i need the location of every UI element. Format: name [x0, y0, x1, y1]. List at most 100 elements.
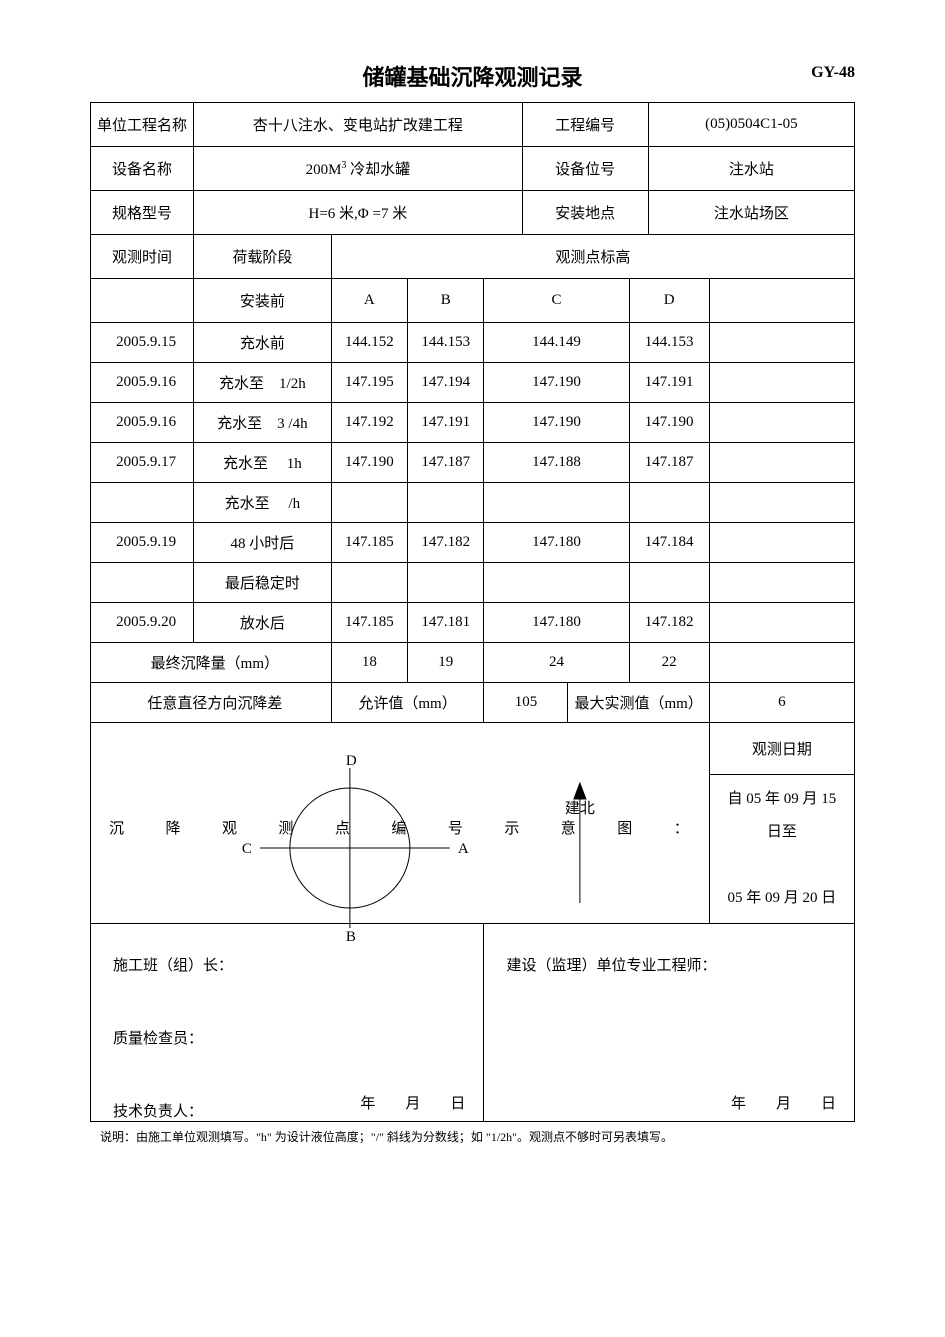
head-C: C	[484, 279, 629, 323]
od-d2: 20	[803, 890, 818, 906]
form-table: 单位工程名称 杏十八注水、变电站扩改建工程 工程编号 (05)0504C1-05…	[90, 102, 855, 1122]
val-B: 147.182	[408, 523, 484, 563]
label-equipment-pos: 设备位号	[522, 147, 648, 191]
blank-cell	[709, 403, 854, 443]
od-ml: 月	[799, 791, 822, 807]
diagram-D: D	[346, 753, 357, 769]
table-row: 2005.9.17	[91, 443, 194, 483]
val-A	[331, 563, 407, 603]
stage-cell: 充水至 /h	[194, 483, 332, 523]
value-equipment-name: 200M3 冷却水罐	[194, 147, 523, 191]
blank-cell	[709, 363, 854, 403]
final-D: 22	[629, 643, 709, 683]
table-row	[91, 483, 194, 523]
val-D: 147.182	[629, 603, 709, 643]
stage-cell: 充水至 1h	[194, 443, 332, 483]
val-C: 147.180	[484, 603, 629, 643]
value-location: 注水站场区	[648, 191, 854, 235]
obsdate-head: 观测日期	[709, 723, 854, 775]
val-C: 147.188	[484, 443, 629, 483]
sign-supervisor: 建设（监理）单位专业工程师：	[506, 954, 846, 975]
head-elev: 观测点标高	[331, 235, 854, 279]
head-stage: 荷载阶段	[194, 235, 332, 279]
val-A: 147.195	[331, 363, 407, 403]
table-row: 2005.9.16	[91, 403, 194, 443]
stage-cell: 充水至 1/2h	[194, 363, 332, 403]
label-location: 安装地点	[522, 191, 648, 235]
diagram-C: C	[242, 841, 252, 857]
sign-left: 施工班（组）长： 质量检查员： 技术负责人： 年 月 日	[91, 924, 484, 1122]
od-pre: 自	[727, 791, 746, 807]
label-unit-project: 单位工程名称	[91, 103, 194, 147]
head-B: B	[408, 279, 484, 323]
doc-title: 储罐基础沉降观测记录	[90, 60, 855, 92]
head-blank2	[709, 279, 854, 323]
od-yl2: 年	[742, 890, 765, 906]
head-time: 观测时间	[91, 235, 194, 279]
equip-post: 冷却水罐	[346, 162, 410, 178]
val-C: 144.149	[484, 323, 629, 363]
head-D: D	[629, 279, 709, 323]
val-B	[408, 483, 484, 523]
val-D: 147.184	[629, 523, 709, 563]
val-D: 147.190	[629, 403, 709, 443]
table-row: 2005.9.20	[91, 603, 194, 643]
stage-cell: 充水前	[194, 323, 332, 363]
blank-cell	[709, 483, 854, 523]
stage-cell: 放水后	[194, 603, 332, 643]
arrow-up-icon	[574, 783, 586, 799]
blank-cell	[709, 643, 854, 683]
sign-date-left: 年 月 日	[360, 1092, 465, 1113]
stage-cell: 充水至 3 /4h	[194, 403, 332, 443]
blank-cell	[709, 443, 854, 483]
val-A: 147.185	[331, 603, 407, 643]
val-A	[331, 483, 407, 523]
val-A: 147.190	[331, 443, 407, 483]
head-blank	[91, 279, 194, 323]
label-spec: 规格型号	[91, 191, 194, 235]
equip-pre: 200M	[306, 162, 342, 178]
od-y2: 05	[727, 890, 742, 906]
blank-cell	[709, 323, 854, 363]
label-equipment-name: 设备名称	[91, 147, 194, 191]
diff-max-label: 最大实测值（mm）	[568, 683, 709, 723]
diff-label: 任意直径方向沉降差	[91, 683, 332, 723]
table-row	[91, 563, 194, 603]
head-pre: 安装前	[194, 279, 332, 323]
obsdate-body: 自 05 年 09 月 15 日至 05 年 09 月 20 日	[709, 775, 854, 924]
value-spec: H=6 米,Φ =7 米	[194, 191, 523, 235]
od-ml2: 月	[780, 890, 803, 906]
sign-qc: 质量检查员：	[113, 1027, 475, 1048]
table-row: 2005.9.19	[91, 523, 194, 563]
val-B: 144.153	[408, 323, 484, 363]
value-unit-project: 杏十八注水、变电站扩改建工程	[194, 103, 523, 147]
od-yl: 年	[761, 791, 784, 807]
val-B: 147.181	[408, 603, 484, 643]
val-C: 147.190	[484, 363, 629, 403]
final-label: 最终沉降量（mm）	[91, 643, 332, 683]
val-C	[484, 483, 629, 523]
diagram-cell: 沉 降 观 测 点 编 号 示 意 图 ： A B C D 建北	[91, 723, 710, 924]
val-D	[629, 563, 709, 603]
doc-code: GY-48	[811, 64, 855, 82]
val-B: 147.191	[408, 403, 484, 443]
diagram-A: A	[458, 841, 469, 857]
val-B: 147.187	[408, 443, 484, 483]
blank-cell	[709, 603, 854, 643]
stage-cell: 最后稳定时	[194, 563, 332, 603]
val-D: 147.191	[629, 363, 709, 403]
diff-max: 6	[709, 683, 854, 723]
val-D: 144.153	[629, 323, 709, 363]
od-m1: 09	[784, 791, 799, 807]
table-row: 2005.9.15	[91, 323, 194, 363]
table-row: 2005.9.16	[91, 363, 194, 403]
val-A: 147.185	[331, 523, 407, 563]
od-y1: 05	[746, 791, 761, 807]
head-A: A	[331, 279, 407, 323]
od-d1: 15	[821, 791, 836, 807]
sign-right: 建设（监理）单位专业工程师： 年 月 日	[484, 924, 855, 1122]
od-dl: 日	[818, 890, 837, 906]
diff-allow-label: 允许值（mm）	[331, 683, 484, 723]
stage-cell: 48 小时后	[194, 523, 332, 563]
label-project-no: 工程编号	[522, 103, 648, 147]
